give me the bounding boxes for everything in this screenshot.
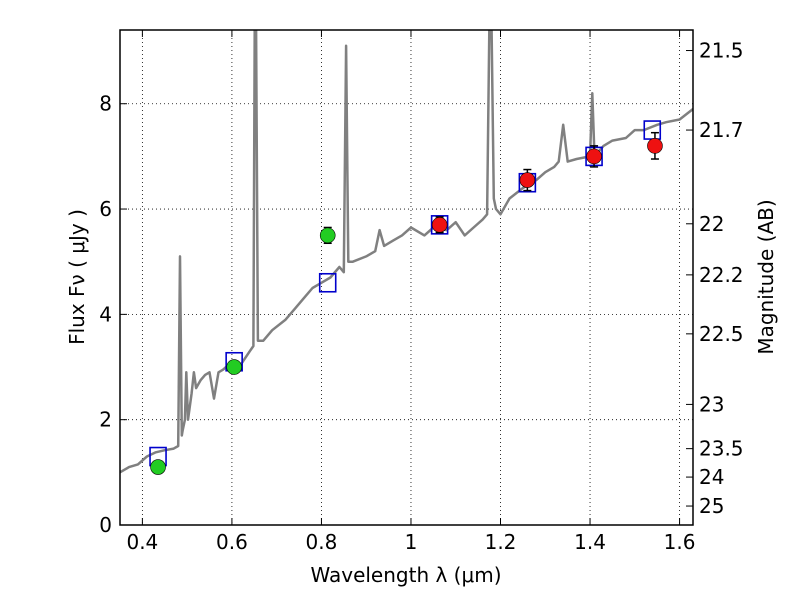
- plot-area: [120, 30, 693, 475]
- x-tick-label: 1.2: [485, 530, 517, 554]
- right-tick-label: 21.7: [699, 118, 744, 142]
- x-axis-label: Wavelength λ (μm): [310, 563, 501, 587]
- x-tick-label: 0.4: [126, 530, 158, 554]
- grid: [120, 30, 693, 526]
- x-tick-label: 1: [405, 530, 418, 554]
- right-axis-label: Magnitude (AB): [754, 199, 778, 354]
- right-tick-label: 23: [699, 392, 724, 416]
- right-tick-label: 25: [699, 494, 724, 518]
- model-photometry-square: [318, 272, 337, 293]
- observed-flux-point: [586, 148, 602, 165]
- right-tick-label: 24: [699, 465, 724, 489]
- y-tick-label: 0: [99, 513, 112, 537]
- observed-flux-point: [647, 138, 663, 154]
- observed-flux-point: [150, 459, 166, 475]
- model-photometry-square: [430, 215, 449, 235]
- plot-frame: [119, 29, 694, 526]
- axes: 0.4 0.6 0.8 1 1.2 1.4 1.60246821.521.72222.222…: [99, 30, 744, 554]
- observed-flux-point: [431, 217, 448, 233]
- x-tick-label: 1.4: [574, 530, 606, 554]
- model-spectrum-line: [120, 30, 693, 474]
- y-tick-label: 8: [99, 92, 112, 116]
- observed-flux-point: [226, 359, 242, 375]
- y-axis-label: Flux Fν ( μJy ): [65, 209, 89, 345]
- observed-flux-point: [519, 172, 536, 188]
- right-tick-label: 22: [699, 212, 724, 236]
- x-tick-label: 1.6: [664, 530, 696, 554]
- right-tick-label: 22.5: [699, 322, 744, 346]
- right-tick-label: 23.5: [699, 437, 744, 461]
- observed-flux-point: [319, 227, 336, 244]
- right-tick-label: 22.2: [699, 263, 744, 287]
- y-tick-label: 2: [99, 408, 112, 432]
- y-tick-label: 6: [99, 197, 112, 221]
- right-tick-label: 21.5: [699, 39, 744, 63]
- x-tick-label: 0.6: [216, 530, 248, 554]
- y-tick-label: 4: [99, 302, 112, 326]
- x-tick-label: 0.8: [306, 530, 338, 554]
